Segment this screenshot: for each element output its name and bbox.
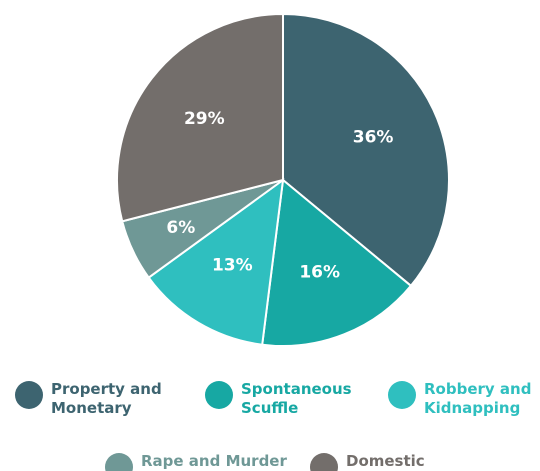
- legend-item: Property and Monetary: [15, 380, 181, 418]
- slice-label: 16%: [299, 263, 340, 283]
- pie: 36% 16% 13% 6% 29%: [116, 12, 450, 347]
- legend-label: Robbery and Kidnapping: [424, 380, 532, 417]
- legend-item: Spontaneous Scuffle: [205, 380, 381, 418]
- pie-slice: [282, 12, 450, 288]
- legend-label: Property and Monetary: [51, 380, 162, 417]
- legend-label: Spontaneous Scuffle: [241, 380, 352, 417]
- legend-swatch: [388, 381, 416, 409]
- legend-item: Rape and Murder: [105, 452, 321, 471]
- pie-slice: [147, 177, 285, 346]
- legend-swatch: [310, 453, 338, 471]
- legend-item: Domestic: [310, 452, 486, 471]
- legend-swatch: [205, 381, 233, 409]
- slice-label: 13%: [212, 256, 253, 276]
- legend-swatch: [105, 453, 133, 471]
- legend-label: Domestic: [346, 452, 425, 470]
- slice-label: 36%: [353, 128, 394, 148]
- legend-swatch: [15, 381, 43, 409]
- legend-item: Robbery and Kidnapping: [388, 380, 540, 418]
- pie-slice: [261, 178, 413, 347]
- slice-label: 6%: [166, 218, 195, 238]
- pie-slice: [116, 12, 284, 223]
- slice-label: 29%: [184, 109, 225, 129]
- legend-label: Rape and Murder: [141, 452, 287, 470]
